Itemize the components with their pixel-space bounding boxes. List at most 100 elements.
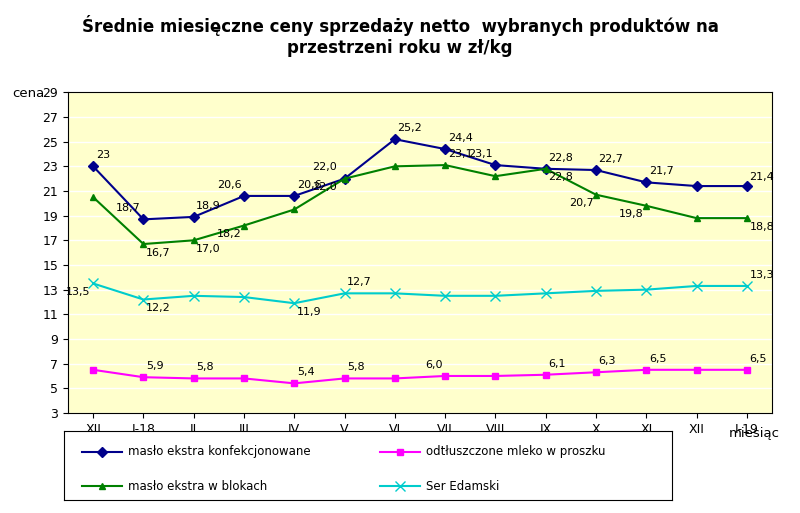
Text: 13,5: 13,5 xyxy=(66,287,90,297)
Ser Edamski xyxy=(189,293,198,299)
masło ekstra w blokach xyxy=(591,192,601,198)
Ser Edamski xyxy=(239,294,249,300)
Ser Edamski xyxy=(591,288,601,294)
odtłuszczone mleko w proszku xyxy=(591,369,601,376)
odtłuszczone mleko w proszku xyxy=(541,371,550,378)
Text: 6,1: 6,1 xyxy=(548,359,566,368)
masło ekstra konfekcjonowane xyxy=(692,183,702,189)
Ser Edamski xyxy=(440,293,450,299)
Text: 22,7: 22,7 xyxy=(598,154,623,164)
Text: 18,2: 18,2 xyxy=(217,229,242,239)
Text: 17,0: 17,0 xyxy=(196,244,221,254)
odtłuszczone mleko w proszku xyxy=(189,376,198,382)
Ser Edamski xyxy=(541,290,550,297)
odtłuszczone mleko w proszku xyxy=(692,367,702,373)
Ser Edamski xyxy=(88,281,98,287)
Line: masło ekstra konfekcjonowane: masło ekstra konfekcjonowane xyxy=(90,136,750,223)
masło ekstra konfekcjonowane xyxy=(189,214,198,220)
Text: Średnie miesięczne ceny sprzedaży netto  wybranych produktów na
przestrzeni roku: Średnie miesięczne ceny sprzedaży netto … xyxy=(82,15,718,57)
masło ekstra w blokach xyxy=(340,175,350,182)
odtłuszczone mleko w proszku xyxy=(490,373,500,379)
odtłuszczone mleko w proszku xyxy=(88,367,98,373)
masło ekstra konfekcjonowane xyxy=(642,179,651,185)
masło ekstra konfekcjonowane xyxy=(340,175,350,182)
Line: masło ekstra w blokach: masło ekstra w blokach xyxy=(90,162,750,247)
Text: 21,4: 21,4 xyxy=(750,172,774,182)
Text: 23: 23 xyxy=(96,150,110,160)
Text: 18,8: 18,8 xyxy=(750,222,774,232)
Text: 5,8: 5,8 xyxy=(196,362,214,372)
odtłuszczone mleko w proszku xyxy=(440,373,450,379)
Ser Edamski xyxy=(692,283,702,289)
Text: 23,1: 23,1 xyxy=(448,149,472,159)
masło ekstra w blokach xyxy=(692,215,702,221)
masło ekstra konfekcjonowane xyxy=(490,162,500,168)
odtłuszczone mleko w proszku xyxy=(290,380,299,386)
Text: miesiąc: miesiąc xyxy=(729,427,780,440)
odtłuszczone mleko w proszku xyxy=(138,374,148,380)
Text: 25,2: 25,2 xyxy=(398,123,422,133)
Text: 23,1: 23,1 xyxy=(468,149,493,159)
masło ekstra w blokach xyxy=(290,206,299,212)
odtłuszczone mleko w proszku xyxy=(642,367,651,373)
Ser Edamski xyxy=(490,293,500,299)
Text: Ser Edamski: Ser Edamski xyxy=(426,480,499,493)
masło ekstra w blokach xyxy=(440,162,450,168)
Text: 5,9: 5,9 xyxy=(146,361,163,371)
Text: masło ekstra konfekcjonowane: masło ekstra konfekcjonowane xyxy=(128,445,310,458)
odtłuszczone mleko w proszku xyxy=(390,376,400,382)
Text: 13,3: 13,3 xyxy=(750,270,774,280)
Text: cena: cena xyxy=(12,87,44,100)
Text: 6,5: 6,5 xyxy=(649,353,666,364)
Text: 20,7: 20,7 xyxy=(569,198,594,208)
Text: 18,7: 18,7 xyxy=(116,203,141,213)
Ser Edamski xyxy=(340,290,350,297)
Text: 22,8: 22,8 xyxy=(548,153,573,163)
Text: 22,8: 22,8 xyxy=(548,172,573,182)
masło ekstra w blokach xyxy=(742,215,752,221)
masło ekstra konfekcjonowane xyxy=(239,193,249,199)
odtłuszczone mleko w proszku xyxy=(742,367,752,373)
masło ekstra w blokach xyxy=(239,223,249,229)
masło ekstra konfekcjonowane xyxy=(138,216,148,223)
Text: 5,8: 5,8 xyxy=(347,362,365,372)
Text: 6,3: 6,3 xyxy=(598,356,616,366)
masło ekstra konfekcjonowane xyxy=(742,183,752,189)
masło ekstra konfekcjonowane xyxy=(591,167,601,173)
Text: 21,7: 21,7 xyxy=(649,166,674,176)
Text: 5,4: 5,4 xyxy=(297,367,314,377)
Text: 20,6: 20,6 xyxy=(217,180,242,190)
masło ekstra w blokach xyxy=(88,194,98,200)
Text: 22,0: 22,0 xyxy=(312,163,337,172)
Text: 6,0: 6,0 xyxy=(425,360,442,370)
masło ekstra konfekcjonowane xyxy=(440,146,450,152)
Text: 11,9: 11,9 xyxy=(297,307,322,317)
Text: 18,9: 18,9 xyxy=(196,201,221,211)
Ser Edamski xyxy=(290,300,299,306)
odtłuszczone mleko w proszku xyxy=(239,376,249,382)
Text: 24,4: 24,4 xyxy=(448,133,473,143)
Text: 19,8: 19,8 xyxy=(619,209,644,220)
masło ekstra w blokach xyxy=(189,237,198,243)
Text: odtłuszczone mleko w proszku: odtłuszczone mleko w proszku xyxy=(426,445,606,458)
Ser Edamski xyxy=(390,290,400,297)
Text: 16,7: 16,7 xyxy=(146,248,170,258)
Text: 20,6: 20,6 xyxy=(297,180,322,190)
masło ekstra w blokach xyxy=(642,203,651,209)
Line: odtłuszczone mleko w proszku: odtłuszczone mleko w proszku xyxy=(90,366,750,387)
odtłuszczone mleko w proszku xyxy=(340,376,350,382)
masło ekstra konfekcjonowane xyxy=(290,193,299,199)
masło ekstra w blokach xyxy=(138,241,148,247)
Text: 22,0: 22,0 xyxy=(312,182,337,192)
Text: 6,5: 6,5 xyxy=(750,353,767,364)
masło ekstra w blokach xyxy=(390,163,400,169)
Ser Edamski xyxy=(642,287,651,293)
masło ekstra konfekcjonowane xyxy=(88,163,98,169)
Line: Ser Edamski: Ser Edamski xyxy=(88,279,752,308)
masło ekstra w blokach xyxy=(541,166,550,172)
Text: 12,7: 12,7 xyxy=(347,277,372,287)
Ser Edamski xyxy=(138,297,148,303)
masło ekstra konfekcjonowane xyxy=(390,136,400,142)
masło ekstra w blokach xyxy=(490,173,500,179)
Text: masło ekstra w blokach: masło ekstra w blokach xyxy=(128,480,267,493)
